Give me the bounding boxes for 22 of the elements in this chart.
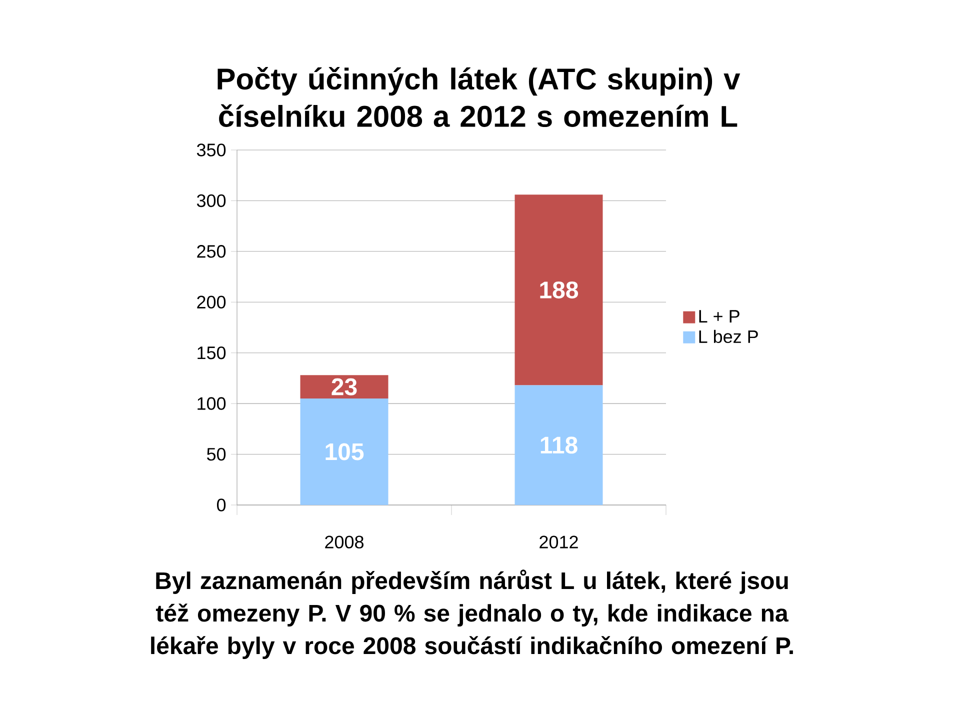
data-label: 23: [332, 378, 357, 396]
y-tick-label: 0: [216, 498, 226, 512]
text: Byl zaznamenán především nárůst L u látek, které jsou též omezeny P. V 90 % se jednalo o ty, kde indikace na lékaře byly v roce 2008 součástí indikačního omezení P.: [151, 570, 793, 660]
data-label: 118: [540, 436, 578, 454]
bar: [514, 194, 603, 386]
y-tick-label: 200: [197, 296, 226, 308]
data-label: 188: [540, 281, 578, 298]
bar: [300, 375, 388, 398]
bar: [514, 385, 603, 505]
legend-label: L bez P: [699, 330, 758, 344]
y-tick-label: 100: [198, 397, 226, 410]
bar: [300, 398, 388, 505]
y-tick-label: 350: [196, 144, 226, 156]
x-tick-label: 2012: [540, 536, 578, 548]
y-tick-label: 150: [198, 346, 226, 360]
y-tick-label: 250: [197, 245, 226, 258]
chart-title: Počty účinných látek (ATC skupin) v číselníku 2008 a 2012 s omezením L: [218, 66, 740, 127]
data-label: 105: [326, 443, 364, 460]
y-tick-label: 300: [196, 194, 226, 208]
legend-label: L + P: [699, 310, 740, 322]
y-tick-label: 50: [206, 448, 226, 461]
x-tick-label: 2008: [325, 536, 364, 548]
